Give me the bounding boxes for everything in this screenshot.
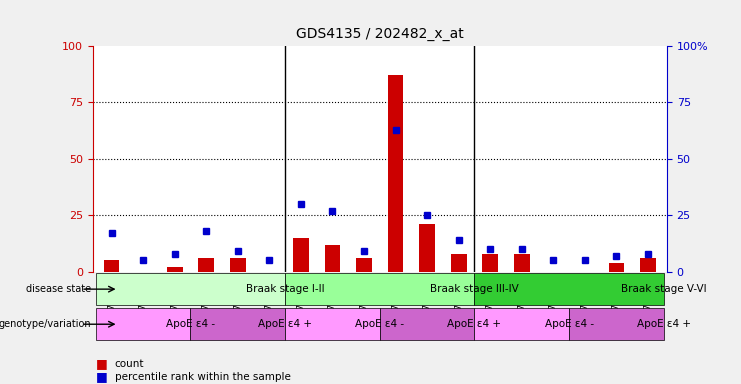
Text: ApoE ε4 +: ApoE ε4 + <box>258 319 312 329</box>
Text: ■: ■ <box>96 370 108 383</box>
Bar <box>325 245 340 271</box>
Bar <box>388 75 403 271</box>
Bar <box>482 253 498 271</box>
Text: ApoE ε4 +: ApoE ε4 + <box>637 319 691 329</box>
Bar <box>608 263 625 271</box>
FancyBboxPatch shape <box>474 273 664 305</box>
FancyBboxPatch shape <box>96 308 190 340</box>
FancyBboxPatch shape <box>379 308 474 340</box>
FancyBboxPatch shape <box>190 308 285 340</box>
Text: ■: ■ <box>96 357 108 370</box>
FancyBboxPatch shape <box>96 273 285 305</box>
FancyBboxPatch shape <box>285 273 474 305</box>
Text: count: count <box>115 359 144 369</box>
Bar <box>293 238 309 271</box>
Bar <box>104 260 119 271</box>
Bar <box>451 253 467 271</box>
Bar <box>199 258 214 271</box>
Text: ApoE ε4 -: ApoE ε4 - <box>355 319 405 329</box>
Text: Braak stage V-VI: Braak stage V-VI <box>621 284 707 294</box>
Bar <box>514 253 530 271</box>
FancyBboxPatch shape <box>474 308 569 340</box>
Text: disease state: disease state <box>26 284 91 294</box>
Text: ApoE ε4 -: ApoE ε4 - <box>166 319 215 329</box>
Bar <box>640 258 656 271</box>
Bar <box>356 258 372 271</box>
Text: Braak stage III-IV: Braak stage III-IV <box>430 284 519 294</box>
Bar <box>167 267 182 271</box>
Text: ApoE ε4 -: ApoE ε4 - <box>545 319 594 329</box>
Text: genotype/variation: genotype/variation <box>0 319 91 329</box>
Text: ApoE ε4 +: ApoE ε4 + <box>448 319 502 329</box>
Bar <box>230 258 246 271</box>
Title: GDS4135 / 202482_x_at: GDS4135 / 202482_x_at <box>296 27 464 41</box>
Bar <box>419 224 435 271</box>
Text: Braak stage I-II: Braak stage I-II <box>246 284 325 294</box>
FancyBboxPatch shape <box>285 308 379 340</box>
FancyBboxPatch shape <box>569 308 664 340</box>
Text: percentile rank within the sample: percentile rank within the sample <box>115 372 290 382</box>
